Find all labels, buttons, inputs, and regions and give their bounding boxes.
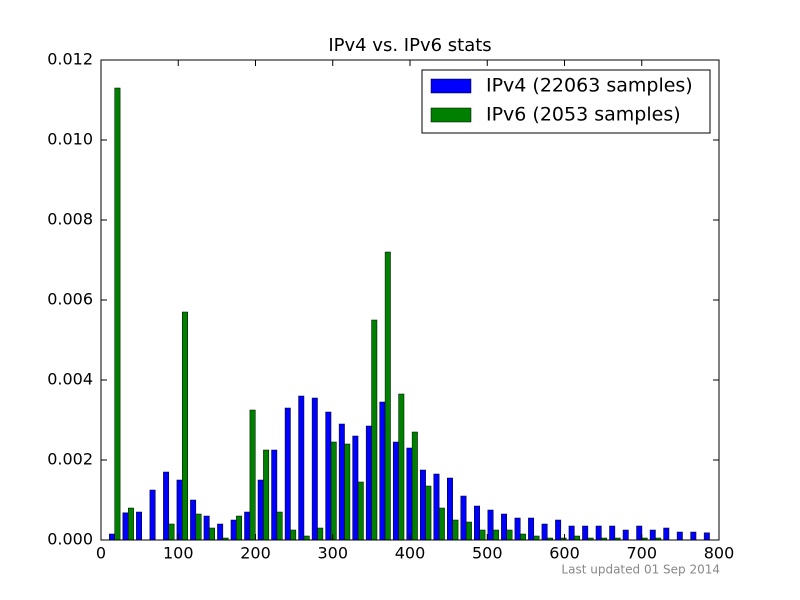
bar: [163, 471, 170, 541]
bar: [392, 441, 399, 541]
bar: [122, 512, 129, 541]
bar: [371, 319, 378, 541]
x-tick-label: 100: [163, 544, 194, 563]
bar: [406, 447, 413, 541]
y-tick-label: 0.008: [47, 210, 93, 229]
bar: [479, 529, 486, 541]
bar: [447, 477, 453, 541]
bar: [195, 513, 202, 541]
bar: [555, 519, 562, 541]
bar: [438, 507, 445, 541]
bar: [136, 511, 142, 541]
bar: [465, 521, 472, 541]
bar: [330, 441, 337, 541]
x-tick-label: 200: [240, 544, 271, 563]
bar: [344, 443, 351, 541]
bar: [338, 423, 345, 541]
bar: [676, 531, 683, 541]
bar: [365, 425, 372, 541]
bar: [176, 479, 183, 541]
bar: [317, 527, 324, 541]
y-tick-label: 0.002: [47, 450, 93, 469]
bar: [109, 533, 115, 541]
bar: [190, 499, 197, 541]
bar: [433, 473, 440, 541]
bar: [425, 485, 432, 541]
bar: [168, 523, 175, 541]
bar: [217, 523, 224, 541]
bar: [703, 532, 710, 541]
bar: [236, 515, 243, 541]
legend-swatch: [430, 107, 472, 123]
bar: [622, 529, 629, 541]
bar: [303, 535, 310, 541]
bar: [533, 535, 540, 541]
x-tick-label: 300: [317, 544, 348, 563]
bar: [568, 525, 575, 541]
bar: [384, 251, 391, 541]
bar: [474, 505, 480, 541]
x-tick-label: 600: [549, 544, 580, 563]
bar: [419, 469, 426, 541]
bar: [411, 431, 418, 541]
bar: [127, 507, 134, 541]
bar: [271, 449, 278, 541]
x-tick-label: 500: [472, 544, 503, 563]
x-tick-label: 0: [96, 544, 106, 563]
bar: [514, 517, 521, 541]
y-tick-label: 0.004: [47, 370, 93, 389]
bar: [311, 397, 318, 541]
bar: [352, 435, 359, 541]
bar: [230, 519, 237, 541]
bar: [574, 535, 581, 541]
bar: [398, 393, 405, 541]
bar: [690, 531, 697, 541]
bar: [520, 533, 526, 541]
bar: [249, 409, 256, 541]
bar: [663, 527, 670, 541]
bar: [379, 401, 386, 541]
bar: [257, 479, 264, 541]
bar: [649, 529, 656, 541]
bar: [582, 525, 589, 541]
bar: [290, 529, 297, 541]
x-tick-label: 400: [395, 544, 426, 563]
legend-swatch: [430, 78, 472, 94]
bar: [276, 511, 283, 541]
y-tick-label: 0.006: [47, 290, 93, 309]
y-tick-label: 0.010: [47, 130, 93, 149]
x-tick-label: 800: [704, 544, 735, 563]
bar: [284, 407, 291, 541]
bar: [636, 525, 643, 541]
bar: [609, 525, 616, 541]
x-tick-label: 700: [626, 544, 657, 563]
bar: [506, 529, 513, 541]
bar: [209, 527, 216, 541]
annotation: Last updated 01 Sep 2014: [561, 563, 720, 577]
y-tick-label: 0.012: [47, 50, 93, 69]
bar: [452, 519, 459, 541]
bar: [595, 525, 602, 541]
legend-label: IPv4 (22063 samples): [486, 75, 693, 97]
bar: [528, 517, 535, 541]
bar: [357, 481, 364, 541]
legend-label: IPv6 (2053 samples): [486, 104, 681, 126]
bar: [487, 509, 494, 541]
y-tick-label: 0.000: [47, 530, 93, 549]
bar: [541, 523, 548, 541]
bar: [492, 529, 499, 541]
bar: [114, 87, 121, 541]
chart-title: IPv4 vs. IPv6 stats: [328, 35, 491, 56]
bar: [501, 513, 508, 541]
bar: [203, 515, 210, 541]
bar: [263, 449, 270, 541]
bar: [298, 395, 305, 541]
bar: [325, 411, 332, 541]
bar: [182, 311, 188, 541]
bar: [149, 489, 156, 541]
bar: [460, 495, 467, 541]
bar: [244, 511, 251, 541]
